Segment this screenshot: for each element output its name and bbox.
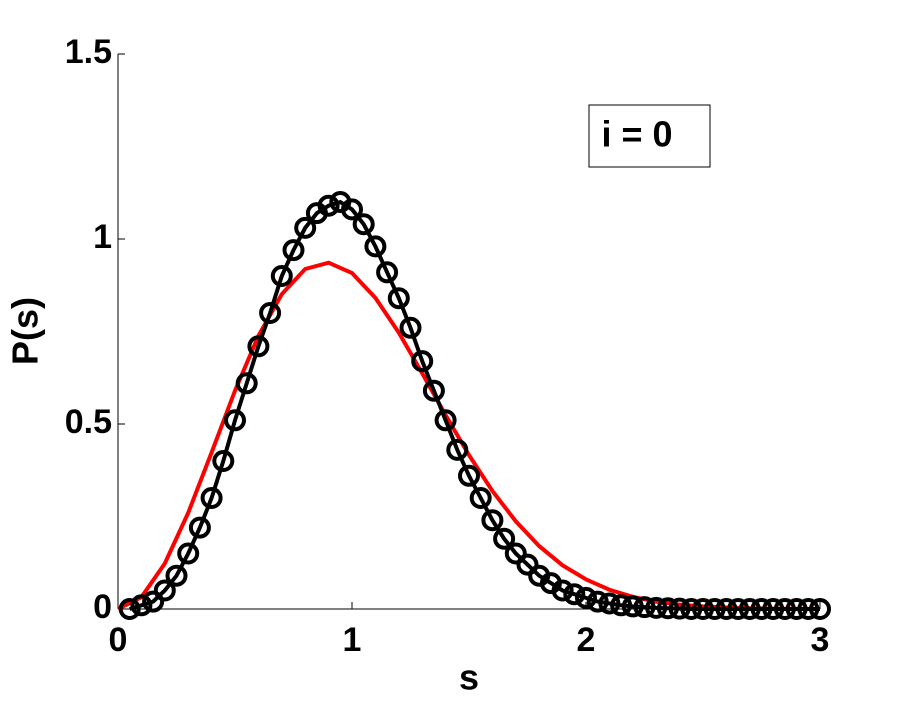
data-point	[118, 598, 141, 620]
data-point	[551, 579, 574, 602]
data-point	[645, 596, 668, 619]
y-axis-label: P(s)	[5, 297, 46, 365]
data-point	[668, 597, 691, 620]
data-point	[165, 564, 188, 587]
data-point	[575, 586, 597, 609]
data-point	[224, 409, 246, 432]
data-point	[411, 350, 434, 373]
x-tick-label: 2	[577, 621, 596, 659]
data-point	[434, 409, 457, 432]
data-point	[259, 302, 282, 324]
data-point	[586, 590, 609, 613]
data-point	[446, 438, 469, 461]
data-point	[797, 598, 820, 620]
data-point	[516, 553, 539, 576]
data-point	[212, 450, 235, 472]
data-point	[680, 598, 703, 620]
data-point	[481, 509, 504, 532]
data-point	[270, 265, 293, 287]
data-point	[727, 598, 750, 620]
x-axis-label: s	[459, 657, 479, 698]
data-point	[715, 598, 738, 620]
data-point	[153, 579, 176, 602]
data-point	[809, 598, 831, 620]
data-point	[598, 592, 621, 615]
data-point	[692, 598, 714, 620]
x-tick-label: 0	[109, 621, 128, 659]
data-point	[399, 316, 422, 339]
data-point	[656, 597, 679, 620]
data-point	[610, 594, 633, 617]
data-point	[773, 598, 796, 620]
data-point	[469, 487, 492, 509]
x-tick-label: 1	[343, 621, 362, 659]
data-point	[750, 598, 773, 620]
data-point	[563, 583, 586, 606]
series-line	[129, 199, 820, 611]
data-point	[282, 239, 305, 262]
data-point	[703, 598, 726, 620]
data-point	[422, 379, 445, 402]
y-tick-label: 0.5	[65, 403, 112, 441]
data-point	[341, 198, 363, 221]
data-point	[235, 372, 258, 395]
x-tick-label: 3	[811, 621, 830, 659]
series-line	[117, 260, 821, 611]
data-point	[294, 216, 317, 239]
data-point	[188, 516, 211, 539]
data-point	[785, 598, 808, 620]
data-point	[762, 598, 785, 620]
data-point	[633, 596, 656, 619]
data-point	[177, 542, 200, 565]
data-point	[387, 287, 410, 310]
y-tick-label: 1.5	[65, 33, 112, 71]
data-point	[352, 213, 375, 236]
data-point	[458, 464, 480, 487]
data-point	[376, 261, 399, 284]
data-point	[504, 542, 527, 565]
data-point	[493, 527, 516, 550]
data-point	[200, 487, 223, 509]
data-point	[247, 335, 270, 358]
y-tick-label: 1	[93, 218, 112, 256]
data-point	[142, 590, 165, 613]
y-tick-label: 0	[93, 588, 112, 626]
data-point	[364, 235, 387, 258]
data-point	[317, 194, 340, 217]
annotation: i = 0	[601, 114, 672, 155]
data-point	[130, 594, 153, 617]
annotation-box	[588, 104, 711, 168]
data-point	[621, 595, 644, 618]
data-point	[738, 598, 761, 620]
